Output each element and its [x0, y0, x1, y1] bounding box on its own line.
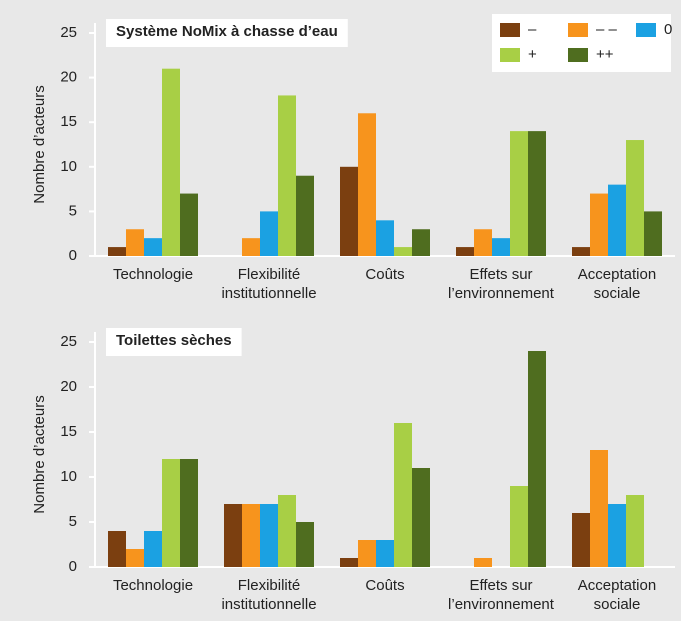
y-tick-label: 25: [60, 24, 77, 41]
bar: [180, 459, 198, 567]
bar: [144, 238, 162, 256]
bar: [162, 68, 180, 257]
x-tick-label: Flexibilité: [238, 266, 301, 283]
y-tick-label: 0: [69, 247, 77, 264]
y-axis-label: Nombre d’acteurs: [31, 85, 48, 203]
bar: [608, 504, 626, 567]
bar: [260, 211, 278, 256]
bar: [180, 193, 198, 256]
bar: [242, 504, 260, 567]
bar: [242, 238, 260, 256]
bar: [626, 495, 644, 567]
bar: [340, 166, 358, 256]
x-tick-label: Effets sur: [469, 577, 532, 594]
bar: [394, 247, 412, 256]
y-tick-label: 0: [69, 558, 77, 575]
x-tick-label: l’environnement: [448, 285, 555, 302]
y-tick-label: 5: [69, 202, 77, 219]
bar: [572, 513, 590, 567]
bar: [510, 131, 528, 256]
legend-swatch: [500, 23, 520, 37]
bar: [644, 211, 662, 256]
x-tick-label: Acceptation: [578, 266, 656, 283]
title-box: [106, 19, 348, 47]
x-tick-label: Flexibilité: [238, 577, 301, 594]
y-tick-label: 10: [60, 158, 77, 175]
title-box: [106, 328, 242, 356]
bar: [528, 351, 546, 567]
legend-swatch: [500, 48, 520, 62]
bar: [376, 220, 394, 256]
y-axis-label: Nombre d’acteurs: [31, 395, 48, 513]
y-tick-label: 5: [69, 513, 77, 530]
bar: [278, 95, 296, 256]
bar: [358, 113, 376, 256]
bar: [296, 175, 314, 256]
x-tick-label: Coûts: [365, 266, 404, 283]
x-tick-label: Technologie: [113, 577, 193, 594]
bar: [296, 522, 314, 567]
y-tick-label: 15: [60, 423, 77, 440]
y-tick-label: 15: [60, 113, 77, 130]
bar: [260, 504, 278, 567]
bar: [108, 531, 126, 567]
bar: [358, 540, 376, 567]
bar: [108, 247, 126, 256]
legend-label: +: [528, 46, 537, 63]
x-tick-label: sociale: [594, 285, 641, 302]
bar: [572, 247, 590, 256]
legend-label: –: [528, 21, 537, 38]
y-tick-label: 10: [60, 468, 77, 485]
legend-box: [492, 14, 671, 72]
bar: [528, 131, 546, 256]
bar: [626, 140, 644, 256]
chart-title: Système NoMix à chasse d’eau: [116, 23, 338, 40]
bar: [376, 540, 394, 567]
bar: [590, 450, 608, 567]
legend-label: 0: [664, 21, 672, 38]
bar: [456, 247, 474, 256]
bar: [126, 229, 144, 256]
bar: [278, 495, 296, 567]
x-tick-label: Acceptation: [578, 577, 656, 594]
legend-swatch: [568, 23, 588, 37]
bar: [144, 531, 162, 567]
legend-label: – –: [596, 21, 618, 38]
x-tick-label: institutionnelle: [221, 596, 316, 613]
bar: [412, 468, 430, 567]
legend-label: ++: [596, 46, 614, 63]
bar: [474, 558, 492, 567]
x-tick-label: Coûts: [365, 577, 404, 594]
x-tick-label: l’environnement: [448, 596, 555, 613]
y-tick-label: 25: [60, 333, 77, 350]
bar: [492, 238, 510, 256]
legend-swatch: [636, 23, 656, 37]
bar: [394, 423, 412, 567]
y-tick-label: 20: [60, 69, 77, 86]
x-tick-label: institutionnelle: [221, 285, 316, 302]
bar: [608, 184, 626, 256]
bar: [590, 193, 608, 256]
bar: [474, 229, 492, 256]
x-tick-label: Technologie: [113, 266, 193, 283]
bar: [510, 486, 528, 567]
bar: [340, 558, 358, 567]
bar: [126, 549, 144, 567]
legend-swatch: [568, 48, 588, 62]
x-tick-label: sociale: [594, 596, 641, 613]
y-tick-label: 20: [60, 378, 77, 395]
bar: [224, 504, 242, 567]
x-tick-label: Effets sur: [469, 266, 532, 283]
bar: [412, 229, 430, 256]
bar: [162, 459, 180, 567]
chart-title: Toilettes sèches: [116, 332, 232, 349]
